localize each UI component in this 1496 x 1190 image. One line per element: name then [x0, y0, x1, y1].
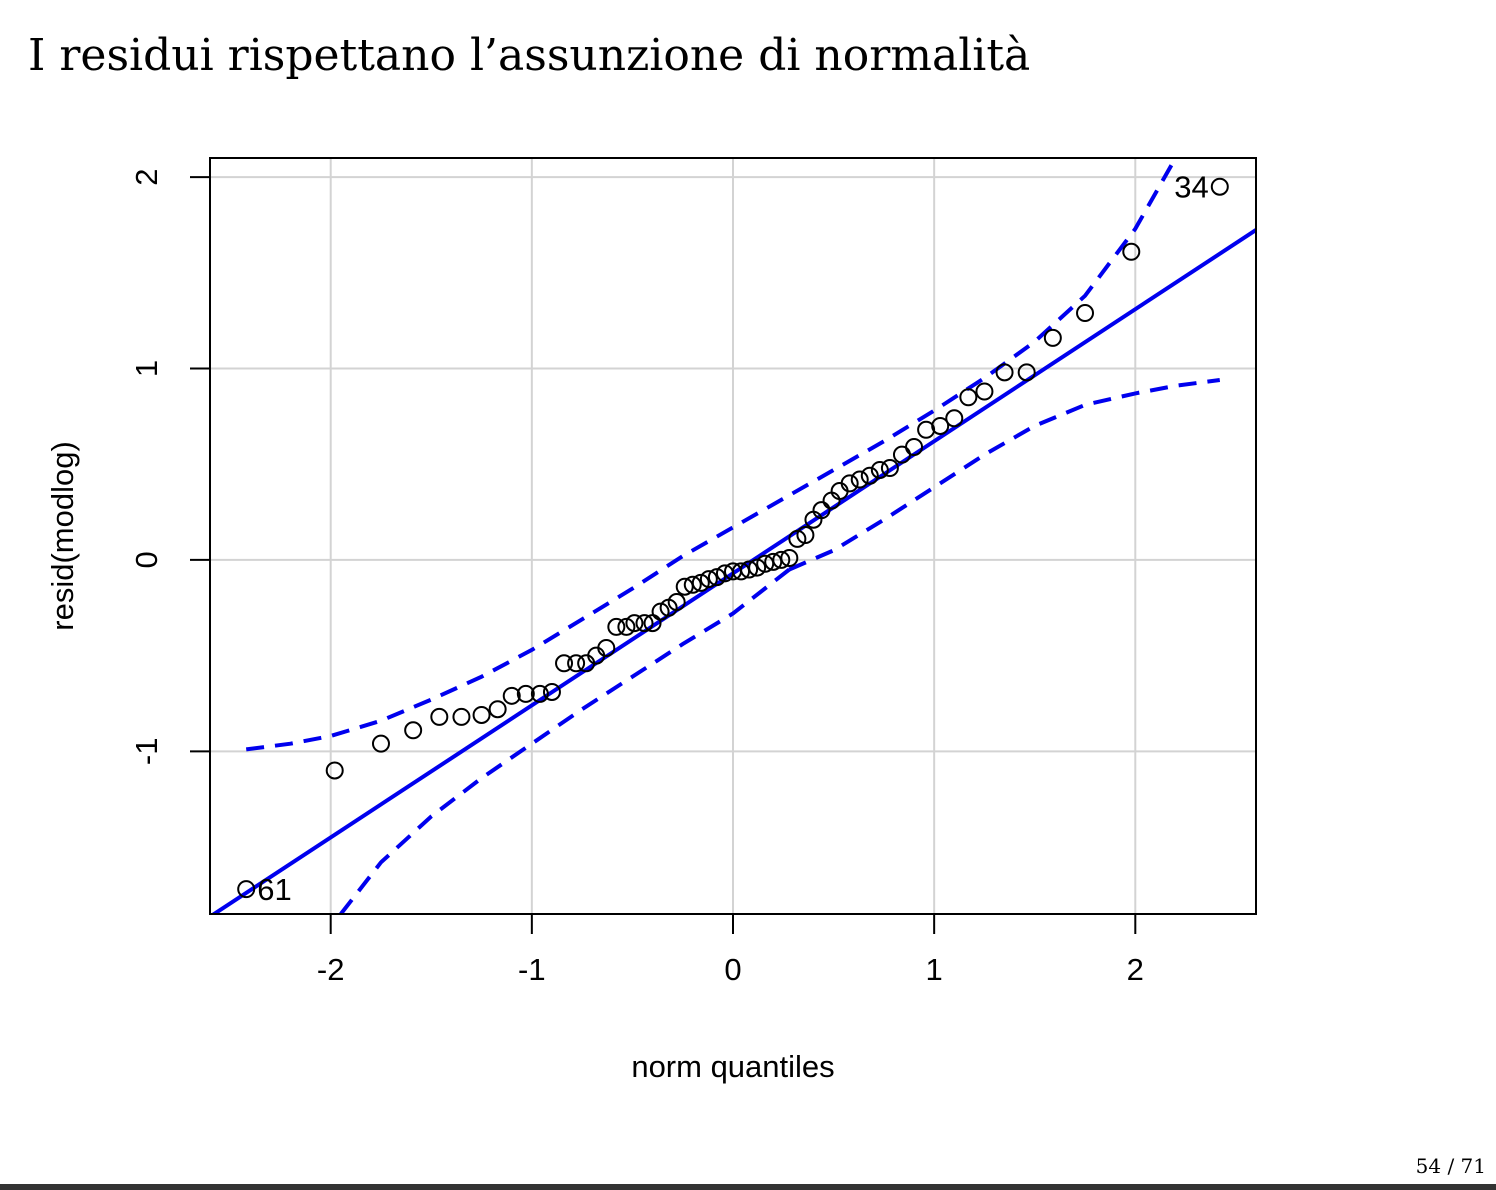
y-tick-label: 0 — [129, 551, 164, 568]
data-point — [748, 558, 767, 577]
x-tick-label: 2 — [1127, 952, 1144, 987]
y-tick-label: -1 — [129, 738, 164, 766]
envelope-lower — [339, 567, 791, 914]
data-point — [555, 654, 574, 673]
x-tick-label: 0 — [724, 952, 741, 987]
grid-lines — [210, 158, 1256, 914]
data-point — [959, 388, 978, 407]
x-tick-label: 1 — [926, 952, 943, 987]
bottom-bar — [0, 1184, 1496, 1190]
data-point — [516, 684, 535, 703]
y-tick-label: 2 — [129, 169, 164, 186]
page-total: 71 — [1460, 1154, 1486, 1178]
x-tick-label: -1 — [518, 952, 546, 987]
data-point — [788, 529, 807, 548]
envelope-upper — [245, 158, 1178, 752]
data-point — [780, 549, 799, 568]
data-point — [597, 638, 616, 657]
data-point — [850, 470, 869, 489]
data-point — [870, 460, 889, 479]
data-point — [945, 409, 964, 428]
data-point — [542, 682, 561, 701]
data-point — [1122, 242, 1141, 261]
data-point — [430, 707, 449, 726]
data-point — [635, 614, 654, 633]
data-point — [617, 617, 636, 636]
axes: -2 -1 0 1 2 -1 0 1 2 61 34 — [129, 169, 1209, 987]
slide-title: I residui rispettano l’assunzione di nor… — [28, 30, 1031, 81]
data-point — [452, 707, 471, 726]
data-point — [699, 570, 718, 589]
data-point — [1043, 328, 1062, 347]
data-point — [975, 382, 994, 401]
data-point — [371, 734, 390, 753]
point-label: 34 — [1174, 170, 1208, 205]
data-point — [860, 466, 879, 485]
data-point — [1210, 177, 1229, 196]
plot-area — [210, 158, 1256, 914]
data-point — [931, 416, 950, 435]
data-point — [530, 684, 549, 703]
data-point — [404, 721, 423, 740]
data-point — [502, 686, 521, 705]
data-point — [488, 700, 507, 719]
envelope-lower-right — [788, 378, 1221, 572]
qq-plot: -2 -1 0 1 2 -1 0 1 2 61 34 norm quantiles resid(mo… — [45, 157, 1257, 1084]
data-point — [707, 568, 726, 587]
data-point — [667, 593, 686, 612]
data-point — [796, 526, 815, 545]
data-point — [812, 501, 831, 520]
data-point — [683, 575, 702, 594]
data-point — [472, 705, 491, 724]
x-tick-label: -2 — [317, 952, 345, 987]
data-point — [772, 550, 791, 569]
x-axis-label: norm quantiles — [631, 1049, 834, 1084]
data-point — [840, 474, 859, 493]
data-point — [740, 560, 759, 579]
data-point — [1076, 304, 1095, 323]
y-tick-label: 1 — [129, 360, 164, 377]
data-point — [237, 880, 256, 899]
data-point — [325, 761, 344, 780]
page-current: 54 — [1415, 1154, 1442, 1178]
data-point — [651, 602, 670, 621]
page-number: 54 / 71 — [1416, 1154, 1486, 1178]
data-point — [1017, 363, 1036, 382]
data-point — [607, 617, 626, 636]
data-point — [880, 459, 899, 478]
point-label: 61 — [257, 872, 291, 907]
data-point — [995, 363, 1014, 382]
data-point — [905, 438, 924, 457]
page-separator: / — [1447, 1154, 1455, 1178]
data-point — [691, 573, 710, 592]
y-axis-label: resid(modlog) — [45, 441, 80, 631]
data-point — [567, 654, 586, 673]
data-point — [625, 614, 644, 633]
